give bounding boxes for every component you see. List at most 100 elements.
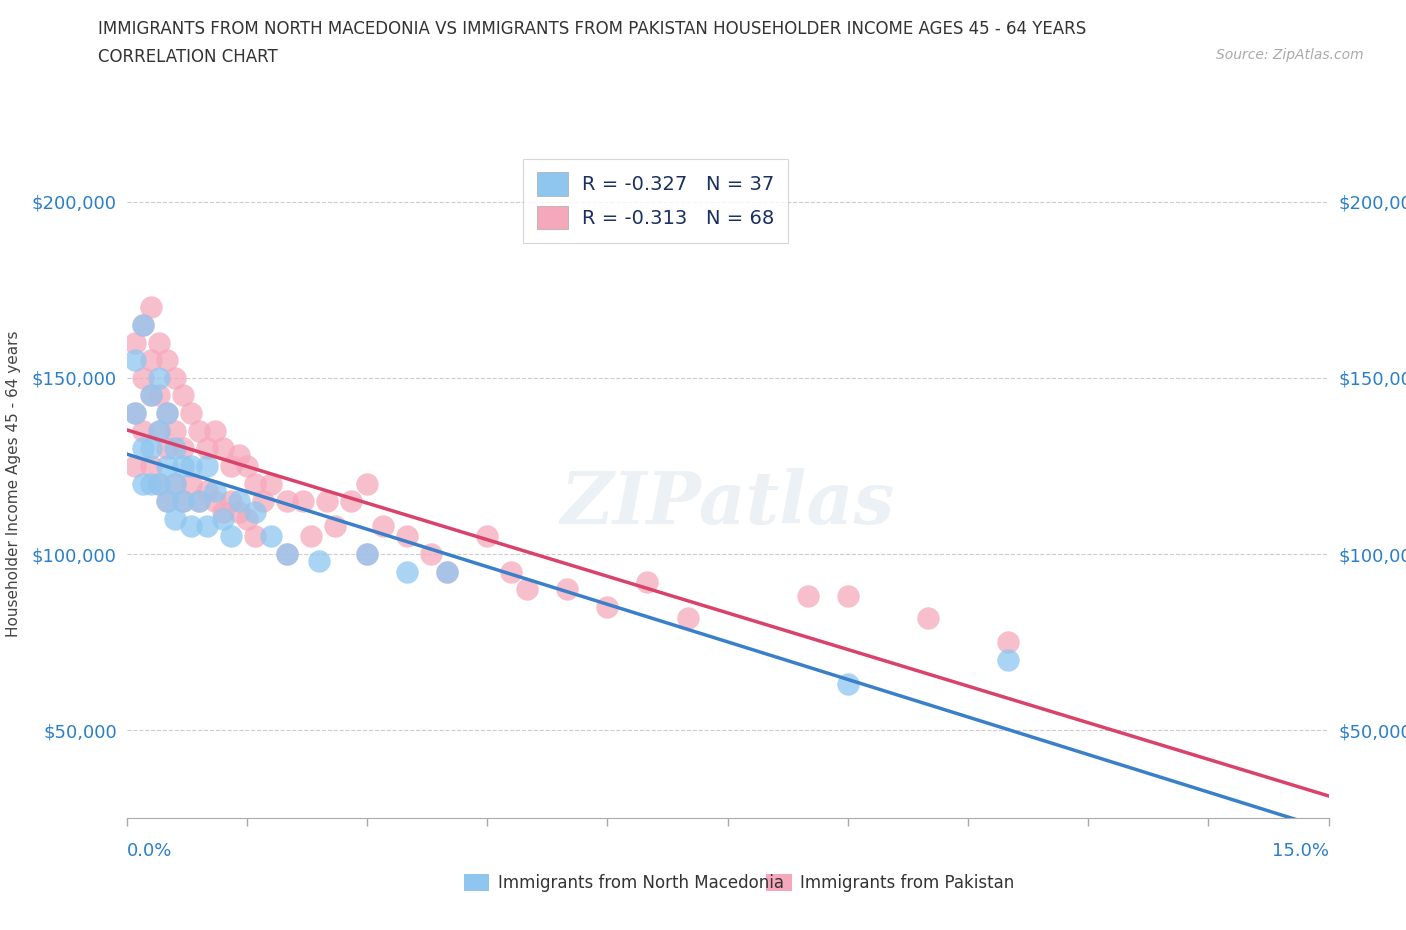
Point: [139, 458, 162, 473]
Point: [187, 494, 209, 509]
Point: [195, 458, 218, 473]
Point: [276, 547, 298, 562]
Legend: R = -0.327   N = 37, R = -0.313   N = 68: R = -0.327 N = 37, R = -0.313 N = 68: [523, 158, 787, 243]
Point: [148, 370, 170, 385]
Point: [396, 529, 419, 544]
Point: [235, 458, 259, 473]
Point: [204, 423, 226, 438]
Point: [163, 423, 186, 438]
Y-axis label: Householder Income Ages 45 - 64 years: Householder Income Ages 45 - 64 years: [6, 330, 21, 637]
Point: [155, 441, 177, 456]
Point: [276, 547, 298, 562]
Point: [148, 423, 170, 438]
Point: [291, 494, 314, 509]
Point: [917, 610, 939, 625]
Point: [228, 448, 250, 463]
Point: [516, 582, 538, 597]
Point: [172, 494, 194, 509]
Text: Source: ZipAtlas.com: Source: ZipAtlas.com: [1216, 48, 1364, 62]
Point: [163, 512, 186, 526]
Text: 0.0%: 0.0%: [127, 842, 172, 860]
Point: [195, 441, 218, 456]
Text: Immigrants from Pakistan: Immigrants from Pakistan: [800, 873, 1014, 892]
Point: [139, 441, 162, 456]
Point: [228, 504, 250, 519]
Point: [139, 352, 162, 367]
Point: [243, 529, 266, 544]
Point: [172, 494, 194, 509]
Point: [180, 476, 202, 491]
Point: [228, 494, 250, 509]
Point: [148, 388, 170, 403]
Point: [997, 652, 1019, 667]
Point: [837, 677, 859, 692]
Point: [124, 458, 146, 473]
Point: [211, 512, 233, 526]
Point: [356, 476, 378, 491]
Point: [124, 405, 146, 420]
Point: [837, 589, 859, 604]
Point: [180, 518, 202, 533]
Point: [260, 529, 283, 544]
Point: [252, 494, 274, 509]
Point: [235, 512, 259, 526]
Point: [219, 529, 242, 544]
Point: [219, 494, 242, 509]
Point: [131, 317, 153, 332]
Point: [676, 610, 699, 625]
Point: [356, 547, 378, 562]
Point: [131, 476, 153, 491]
Point: [299, 529, 322, 544]
Point: [148, 423, 170, 438]
Point: [148, 476, 170, 491]
Point: [204, 484, 226, 498]
Point: [187, 423, 209, 438]
Point: [204, 494, 226, 509]
Point: [124, 335, 146, 350]
Point: [340, 494, 363, 509]
Point: [501, 565, 523, 579]
Point: [148, 476, 170, 491]
Point: [187, 494, 209, 509]
Text: 15.0%: 15.0%: [1271, 842, 1329, 860]
Point: [139, 388, 162, 403]
Point: [139, 476, 162, 491]
Point: [139, 300, 162, 315]
Point: [155, 494, 177, 509]
Point: [124, 352, 146, 367]
Point: [796, 589, 818, 604]
Text: Immigrants from North Macedonia: Immigrants from North Macedonia: [498, 873, 783, 892]
Point: [155, 405, 177, 420]
Point: [139, 388, 162, 403]
Point: [315, 494, 337, 509]
Text: IMMIGRANTS FROM NORTH MACEDONIA VS IMMIGRANTS FROM PAKISTAN HOUSEHOLDER INCOME A: IMMIGRANTS FROM NORTH MACEDONIA VS IMMIG…: [98, 20, 1087, 38]
Point: [131, 423, 153, 438]
Point: [596, 600, 619, 615]
Point: [323, 518, 346, 533]
Point: [148, 335, 170, 350]
Point: [195, 484, 218, 498]
Point: [124, 405, 146, 420]
Point: [172, 458, 194, 473]
Point: [163, 441, 186, 456]
Text: ZIPatlas: ZIPatlas: [561, 468, 894, 539]
Point: [180, 458, 202, 473]
Point: [420, 547, 443, 562]
Point: [260, 476, 283, 491]
Point: [155, 405, 177, 420]
Point: [396, 565, 419, 579]
Point: [356, 547, 378, 562]
Point: [155, 352, 177, 367]
Point: [308, 553, 330, 568]
Point: [131, 317, 153, 332]
Point: [155, 458, 177, 473]
Point: [195, 518, 218, 533]
Point: [172, 441, 194, 456]
Point: [475, 529, 498, 544]
Point: [163, 370, 186, 385]
Point: [131, 441, 153, 456]
Point: [436, 565, 458, 579]
Point: [172, 388, 194, 403]
Point: [276, 494, 298, 509]
Point: [436, 565, 458, 579]
